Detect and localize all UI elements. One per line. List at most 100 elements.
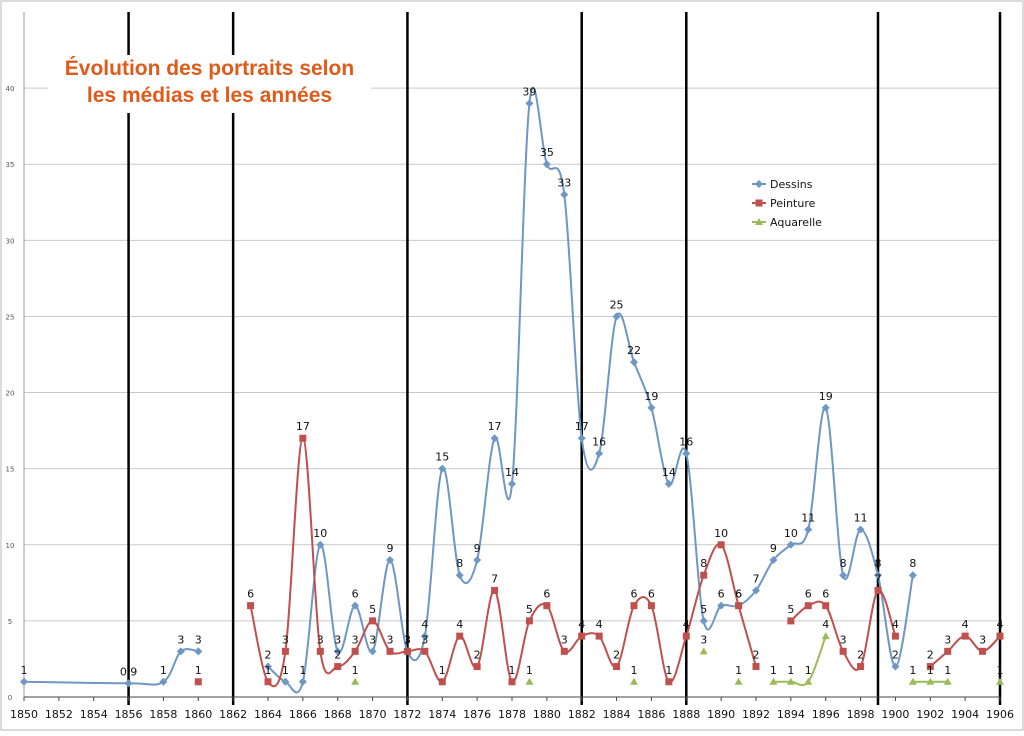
- data-point-dessins: [891, 662, 900, 671]
- data-point-dessins: [612, 312, 621, 321]
- x-tick-label: 1872: [393, 708, 421, 721]
- x-tick-label: 1862: [219, 708, 247, 721]
- data-label-dessins: 14: [505, 466, 519, 479]
- data-label-peinture: 7: [875, 572, 882, 585]
- data-point-dessins: [281, 677, 290, 686]
- data-label-dessins: 8: [875, 557, 882, 570]
- data-point-peinture: [682, 632, 690, 640]
- data-label-dessins: 1: [299, 664, 306, 677]
- data-label-peinture: 2: [927, 649, 934, 662]
- data-point-dessins: [630, 358, 638, 367]
- data-label-peinture: 6: [805, 588, 812, 601]
- data-label-peinture: 4: [962, 618, 969, 631]
- data-point-aquarelle: [996, 677, 1004, 685]
- x-tick-label: 1854: [80, 708, 108, 721]
- legend-marker-dessins: [755, 180, 763, 188]
- data-point-peinture: [456, 632, 464, 640]
- data-point-dessins: [386, 556, 394, 564]
- data-label-dessins: 6: [718, 588, 725, 601]
- data-label-peinture: 8: [700, 557, 707, 570]
- data-point-dessins: [508, 479, 516, 488]
- data-point-dessins: [542, 160, 551, 169]
- y-tick-label: 25: [6, 313, 15, 321]
- x-tick-label: 1904: [951, 708, 979, 721]
- data-label-aquarelle: 1: [997, 664, 1004, 677]
- x-tick-label: 1898: [847, 708, 875, 721]
- data-point-peinture: [752, 663, 760, 671]
- y-tick-label: 15: [6, 466, 15, 474]
- data-label-dessins: 11: [854, 512, 868, 525]
- x-tick-label: 1878: [498, 708, 526, 721]
- y-tick-label: 0: [8, 694, 12, 702]
- data-point-dessins: [333, 647, 342, 656]
- data-label-peinture: 10: [714, 527, 728, 540]
- chart-title-line-2: les médias et les années: [86, 84, 333, 107]
- data-label-dessins: 3: [404, 633, 411, 646]
- data-point-peinture: [613, 663, 621, 671]
- data-label-dessins: 1: [21, 664, 28, 677]
- data-label-peinture: 3: [387, 633, 394, 646]
- data-label-dessins: 6: [352, 588, 359, 601]
- chart-title-line-1: Évolution des portraits selon: [64, 57, 355, 80]
- data-label-aquarelle: 1: [526, 664, 533, 677]
- data-label-peinture: 4: [997, 618, 1004, 631]
- data-point-dessins: [821, 403, 830, 412]
- data-point-aquarelle: [630, 677, 638, 685]
- data-label-dessins: 3: [369, 633, 376, 646]
- data-point-peinture: [857, 663, 865, 671]
- data-label-peinture: 5: [369, 603, 376, 616]
- x-tick-label: 1902: [916, 708, 944, 721]
- data-point-aquarelle: [908, 677, 917, 685]
- data-label-dessins: 14: [662, 466, 676, 479]
- y-tick-label: 10: [6, 542, 15, 550]
- legend-label-dessins: Dessins: [770, 178, 813, 191]
- data-point-aquarelle: [821, 632, 830, 640]
- data-label-dessins: 25: [610, 298, 624, 311]
- data-label-aquarelle: 1: [944, 664, 951, 677]
- x-tick-label: 1868: [324, 708, 352, 721]
- data-point-dessins: [699, 616, 708, 625]
- data-label-aquarelle: 1: [805, 664, 812, 677]
- legend-marker-aquarelle: [755, 218, 763, 225]
- data-point-aquarelle: [351, 677, 360, 685]
- data-point-dessins: [682, 449, 691, 458]
- y-tick-label: 40: [6, 85, 15, 93]
- data-label-aquarelle: 1: [770, 664, 777, 677]
- data-point-peinture: [804, 602, 812, 610]
- data-label-aquarelle: 1: [909, 664, 916, 677]
- x-tick-label: 1866: [289, 708, 317, 721]
- data-label-dessins: 6: [735, 588, 742, 601]
- data-point-aquarelle: [926, 677, 935, 685]
- data-label-aquarelle: 3: [700, 633, 707, 646]
- data-label-peinture: 2: [334, 649, 341, 662]
- data-point-peinture: [874, 586, 882, 594]
- data-label-dessins: 1: [282, 664, 289, 677]
- grid-lines: [24, 87, 1000, 622]
- data-label-peinture: 4: [596, 618, 603, 631]
- data-label-dessins: 22: [627, 344, 641, 357]
- data-point-aquarelle: [525, 677, 534, 685]
- data-label-dessins: 8: [909, 557, 916, 570]
- legend: Dessins Peinture Aquarelle: [752, 178, 822, 229]
- data-label-peinture: 6: [648, 588, 655, 601]
- data-point-peinture: [473, 663, 481, 671]
- data-label-peinture: 3: [404, 633, 411, 646]
- data-point-dessins: [560, 190, 569, 199]
- data-label-dessins: 8: [456, 557, 463, 570]
- data-point-peinture: [996, 632, 1004, 640]
- data-label-peinture: 2: [857, 649, 864, 662]
- data-point-dessins: [455, 571, 464, 580]
- data-label-peinture: 4: [892, 618, 899, 631]
- x-tick-label: 1858: [149, 708, 177, 721]
- data-point-peinture: [578, 632, 586, 640]
- data-label-dessins: 35: [540, 146, 554, 159]
- data-label-peinture: 3: [317, 633, 324, 646]
- data-label-peinture: 5: [787, 603, 794, 616]
- data-label-peinture: 3: [979, 633, 986, 646]
- data-label-dessins: 10: [313, 527, 327, 540]
- data-point-dessins: [176, 647, 185, 656]
- data-label-peinture: 1: [665, 664, 672, 677]
- data-label-dessins: 19: [644, 390, 658, 403]
- data-point-peinture: [647, 602, 655, 610]
